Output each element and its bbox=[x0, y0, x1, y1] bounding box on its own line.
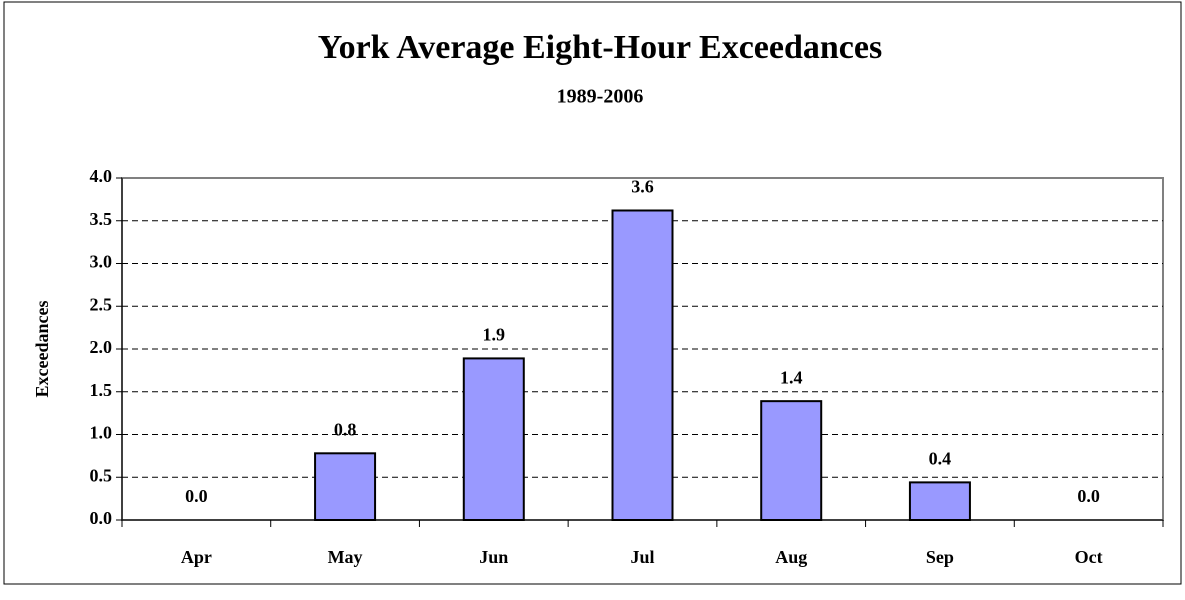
x-tick-label: Sep bbox=[926, 547, 954, 567]
data-label: 1.9 bbox=[483, 325, 506, 345]
bar bbox=[760, 400, 823, 521]
data-label: 1.4 bbox=[780, 367, 803, 387]
y-tick-label: 2.5 bbox=[90, 294, 113, 314]
data-label: 3.6 bbox=[631, 177, 654, 197]
x-tick-label: Aug bbox=[775, 547, 807, 567]
y-tick-label: 0.0 bbox=[90, 508, 113, 528]
chart-frame bbox=[3, 1, 1182, 585]
data-label: 0.8 bbox=[334, 419, 357, 439]
chart-title: York Average Eight-Hour Exceedances bbox=[318, 29, 882, 66]
data-label: 0.4 bbox=[929, 449, 952, 469]
data-label: 0.0 bbox=[185, 486, 208, 506]
data-label: 0.0 bbox=[1077, 486, 1100, 506]
bar bbox=[314, 452, 377, 521]
y-tick-label: 0.5 bbox=[90, 465, 113, 485]
bar bbox=[611, 209, 674, 522]
y-tick-label: 2.0 bbox=[90, 337, 113, 357]
bar bbox=[462, 357, 525, 521]
x-tick-label: Jul bbox=[630, 547, 654, 567]
y-tick-label: 3.0 bbox=[90, 252, 113, 272]
y-tick-label: 4.0 bbox=[90, 166, 113, 186]
y-tick-label: 1.0 bbox=[90, 423, 113, 443]
bar bbox=[908, 481, 971, 522]
y-tick-label: 3.5 bbox=[90, 209, 113, 229]
y-tick-label: 1.5 bbox=[90, 380, 113, 400]
x-tick-label: Oct bbox=[1075, 547, 1103, 567]
chart-subtitle: 1989-2006 bbox=[557, 86, 644, 108]
y-axis-label: Exceedances bbox=[32, 301, 52, 398]
x-tick-label: Jun bbox=[479, 547, 508, 567]
x-tick-label: May bbox=[328, 547, 363, 567]
x-tick-label: Apr bbox=[181, 547, 212, 567]
